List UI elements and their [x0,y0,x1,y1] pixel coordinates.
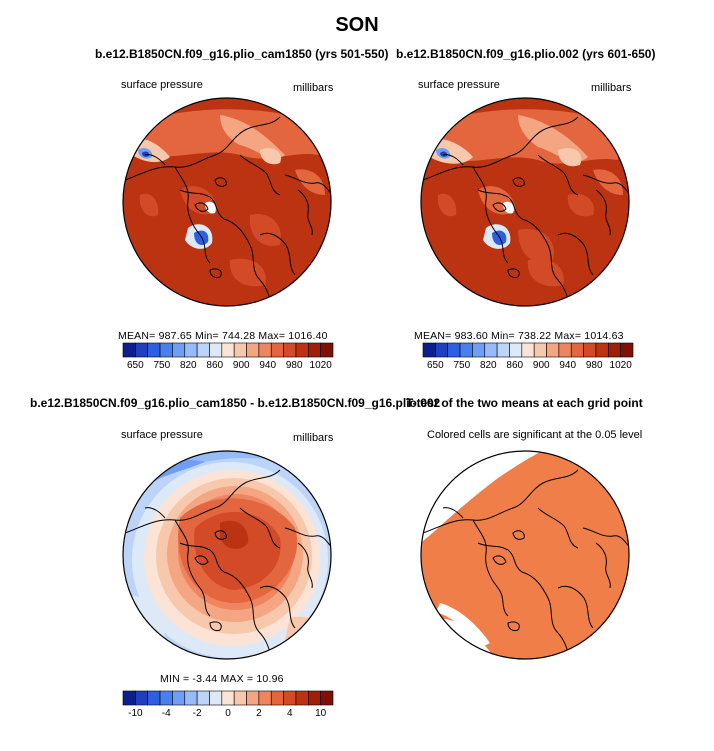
panel-d-map [420,450,630,660]
panel-c-colorbar-tick-label: 0 [225,708,231,719]
panel-a-colorbar-swatch [270,342,284,358]
panel-b-map [420,97,630,307]
panel-d-significance-note: Colored cells are significant at the 0.0… [427,429,643,441]
panel-b-colorbar-swatch [435,342,449,358]
panel-a-case-title: b.e12.B1850CN.f09_g16.plio_cam1850 (yrs … [95,47,389,61]
panel-c-colorbar-swatch [307,690,321,706]
panel-c-variable-label: surface pressure [121,429,203,441]
panel-b-colorbar-swatch [620,342,634,358]
panel-c-colorbar-swatch [270,690,284,706]
panel-b-colorbar-swatch [521,342,535,358]
panel-a-colorbar-tick-label: 1020 [310,360,333,371]
panel-a-colorbar-tick-label: 980 [286,360,303,371]
panel-a-colorbar-tick-label: 900 [233,360,250,371]
panel-b-colorbar-swatch [496,342,510,358]
panel-c-colorbar-tick-label: 4 [287,708,293,719]
panel-b-colorbar-swatch [570,342,584,358]
panel-b-colorbar: 650 750 820 860 900 940 980 1020 [422,342,634,371]
panel-b-colorbar-swatch [583,342,597,358]
panel-b-colorbar-tick-label: 650 [427,360,444,371]
panel-c-colorbar-swatch [258,690,272,706]
panel-c-units-label: millibars [293,432,334,444]
panel-b-colorbar-tick-label: 750 [453,360,470,371]
panel-c-colorbar-swatch [147,690,161,706]
panel-b-colorbar-tick-label: 860 [506,360,523,371]
panel-a-colorbar-tick-label: 750 [153,360,170,371]
panel-c-colorbar-swatch [283,690,297,706]
panel-b-colorbar-swatch [509,342,523,358]
panel-b-colorbar-swatch [484,342,498,358]
panel-a-map [122,97,332,307]
panel-a-units-label: millibars [293,82,334,94]
panel-a-colorbar-tick-label: 940 [259,360,276,371]
panel-c-colorbar-tick-label: -2 [193,708,202,719]
panel-a-colorbar-swatch [172,342,186,358]
panel-c-colorbar-tick-label: -10 [128,708,143,719]
figure-title: SON [335,14,379,36]
difference-title: b.e12.B1850CN.f09_g16.plio_cam1850 - b.e… [30,396,441,410]
panel-c-colorbar: -10 -4 -2 0 2 4 10 [122,690,334,719]
panel-c-colorbar-swatch [233,690,247,706]
panel-c-colorbar-swatch [246,690,260,706]
panel-a-colorbar-swatch [233,342,247,358]
panel-c-colorbar-swatch [172,690,186,706]
panel-c-colorbar-swatch [196,690,210,706]
panel-c-colorbar-swatch [320,690,334,706]
panel-a-colorbar-swatch [135,342,149,358]
panel-a-colorbar-swatch [147,342,161,358]
panel-b-colorbar-tick-label: 1020 [610,360,633,371]
panel-b-case-title: b.e12.B1850CN.f09_g16.plio.002 (yrs 601-… [396,47,656,61]
panel-c-colorbar-swatch [184,690,198,706]
panel-a-colorbar-tick-label: 820 [180,360,197,371]
panel-b-colorbar-swatch [558,342,572,358]
panel-c-colorbar-swatch [221,690,235,706]
panel-a-colorbar-tick-label: 650 [127,360,144,371]
panel-c-colorbar-swatch [122,690,136,706]
panel-b-colorbar-tick-label: 820 [480,360,497,371]
panel-b-colorbar-swatch [533,342,547,358]
panel-c-colorbar-swatch [135,690,149,706]
ttest-title: T-test of the two means at each grid poi… [406,396,643,410]
panel-c-colorbar-swatch [209,690,223,706]
panel-b-colorbar-swatch [595,342,609,358]
panel-a-colorbar-swatch [295,342,309,358]
panel-b-colorbar-tick-label: 980 [586,360,603,371]
panel-a-colorbar-swatch [209,342,223,358]
panel-a-stats: MEAN= 987.65 Min= 744.28 Max= 1016.40 [118,330,328,342]
panel-a-colorbar-swatch [283,342,297,358]
panel-b-colorbar-tick-label: 900 [533,360,550,371]
panel-a-colorbar-swatch [246,342,260,358]
panel-c-colorbar-tick-label: 2 [256,708,262,719]
panel-b-colorbar-swatch [447,342,461,358]
panel-b-stats: MEAN= 983.60 Min= 738.22 Max= 1014.63 [414,330,624,342]
panel-b-colorbar-tick-label: 940 [559,360,576,371]
panel-b-colorbar-swatch [607,342,621,358]
panel-b-colorbar-swatch [546,342,560,358]
panel-a-colorbar-swatch [320,342,334,358]
panel-c-stats: MIN = -3.44 MAX = 10.96 [160,673,284,685]
panel-a-colorbar-swatch [184,342,198,358]
panel-a-colorbar-swatch [307,342,321,358]
panel-a-colorbar: 650 750 820 860 900 940 980 1020 [122,342,334,371]
panel-b-colorbar-swatch [422,342,436,358]
panel-c-map [122,450,332,660]
panel-b-colorbar-swatch [472,342,486,358]
panel-a-colorbar-swatch [122,342,136,358]
panel-a-colorbar-swatch [159,342,173,358]
panel-b-colorbar-swatch [459,342,473,358]
panel-a-colorbar-swatch [258,342,272,358]
panel-a-colorbar-swatch [196,342,210,358]
panel-a-variable-label: surface pressure [121,79,203,91]
panel-a-colorbar-tick-label: 860 [206,360,223,371]
panel-a-colorbar-swatch [221,342,235,358]
panel-c-colorbar-swatch [159,690,173,706]
panel-c-colorbar-tick-label: -4 [162,708,171,719]
panel-b-units-label: millibars [591,82,632,94]
panel-b-variable-label: surface pressure [418,79,500,91]
panel-c-colorbar-tick-label: 10 [315,708,327,719]
panel-c-colorbar-swatch [295,690,309,706]
